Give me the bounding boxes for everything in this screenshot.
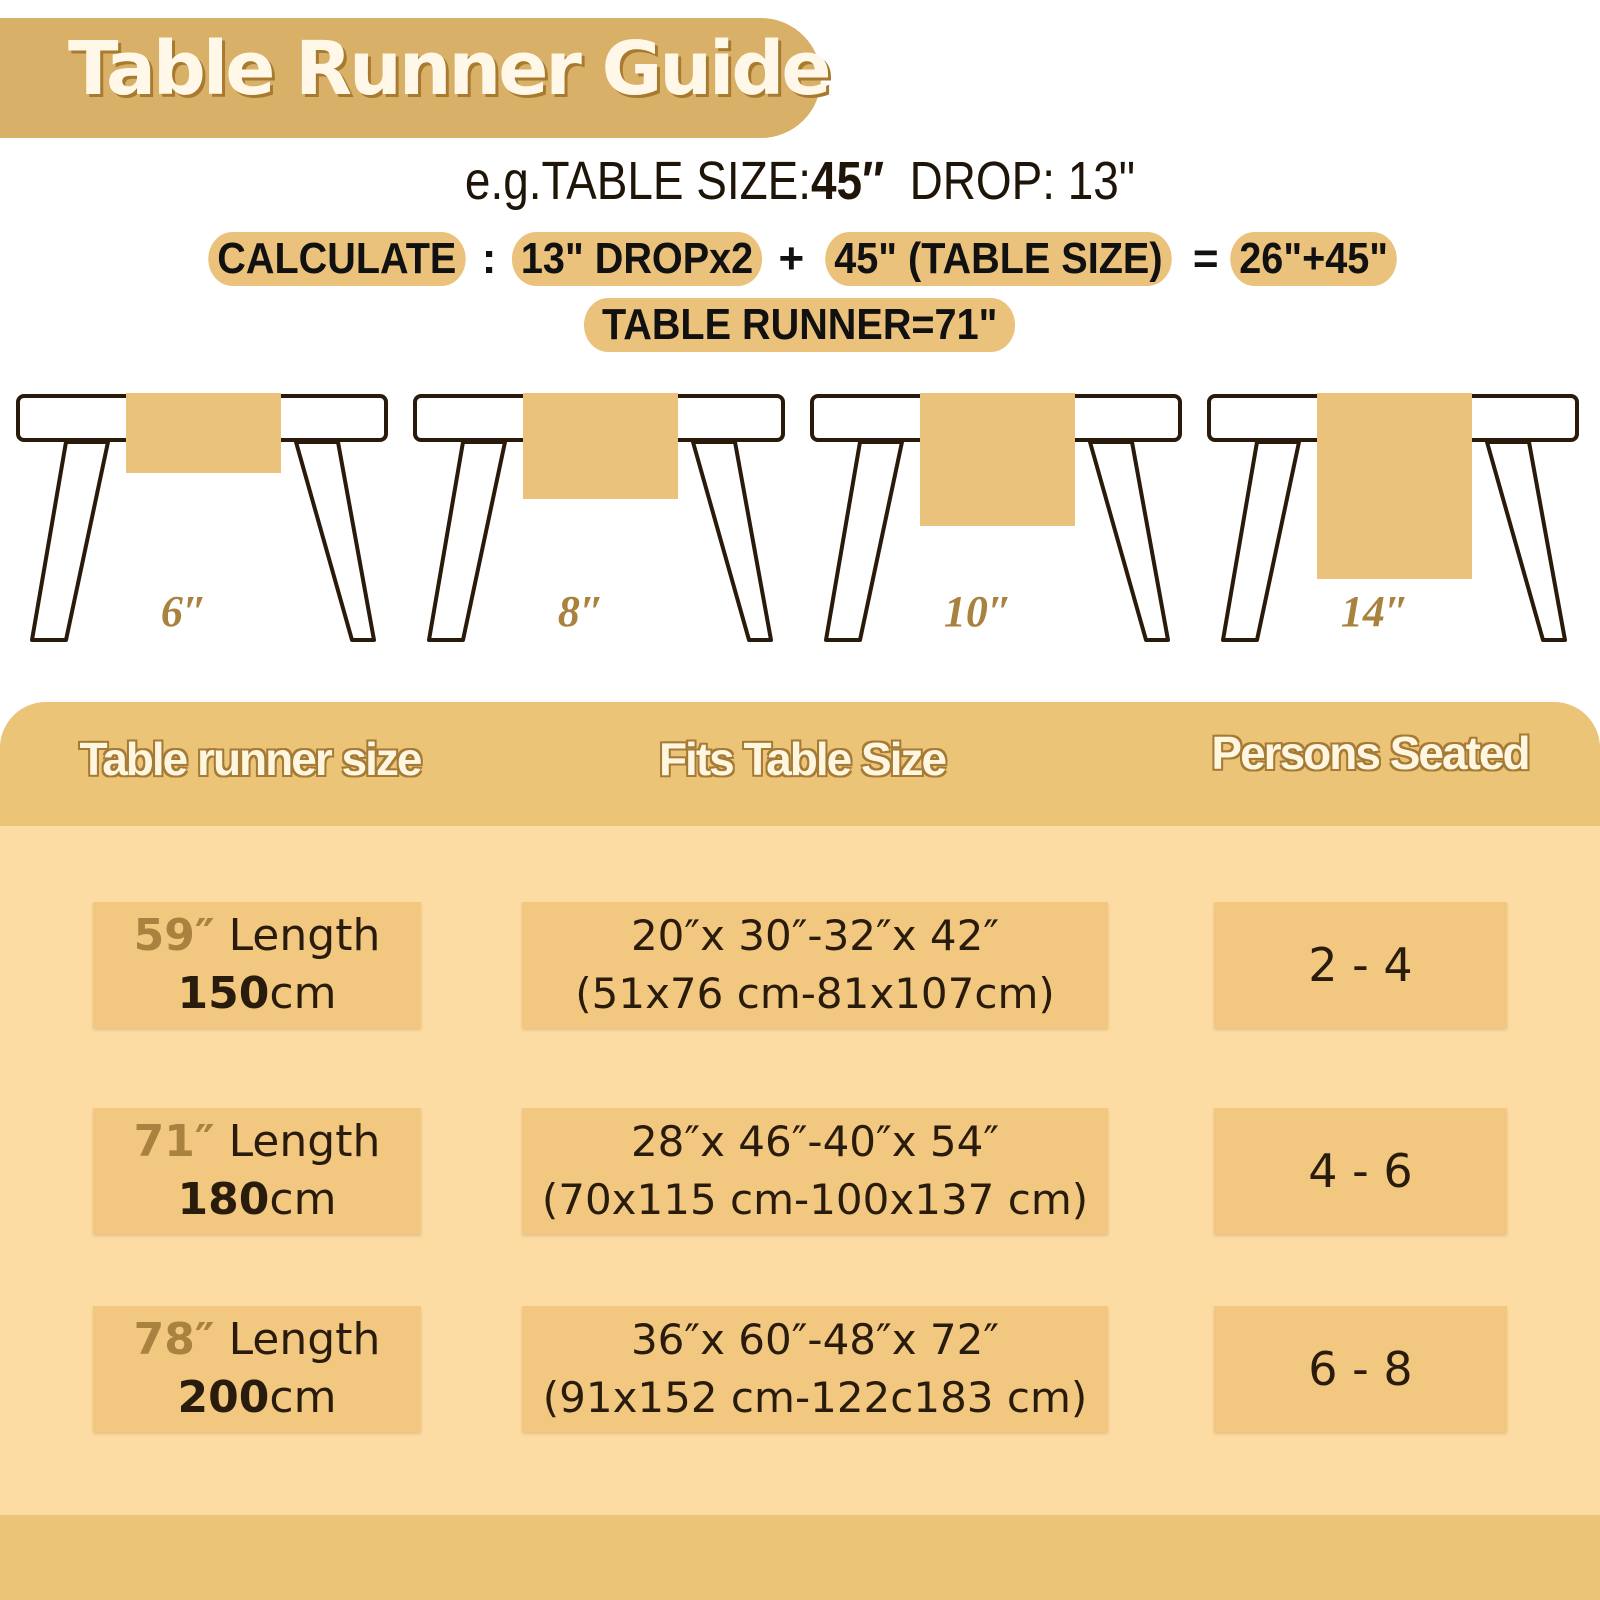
result-pill: TABLE RUNNER=71" — [584, 298, 1016, 352]
size-table: Table runner size Fits Table Size Person… — [0, 702, 1600, 1600]
fits-inches: 28″x 46″-40″x 54″ — [630, 1117, 1000, 1166]
persons-seated: 6 - 8 — [1308, 1342, 1413, 1396]
persons-seated: 2 - 4 — [1308, 938, 1413, 992]
cm-unit: cm — [269, 1174, 337, 1225]
header-persons: Persons Seated — [1211, 727, 1530, 779]
length-label: Length — [228, 910, 381, 961]
table-illustration: 10″ — [810, 393, 1182, 642]
fits-table-cell: 20″x 30″-32″x 42″ (51x76 cm-81x107cm) — [522, 902, 1108, 1028]
table-leg-right — [1485, 440, 1567, 642]
example-drop: DROP: 13" — [909, 151, 1136, 211]
calc-sep: : — [481, 234, 497, 283]
fits-inches: 36″x 60″-48″x 72″ — [630, 1315, 1000, 1364]
runner-drop — [920, 393, 1075, 526]
runner-drop — [523, 393, 678, 499]
runner-size-cell: 71″ Length 180cm — [93, 1108, 421, 1234]
table-leg-left — [427, 440, 507, 642]
page-title: Table Runner Guide — [68, 26, 832, 112]
runner-drop — [1317, 393, 1472, 579]
runner-cm: 200 — [177, 1372, 270, 1423]
header-fits-table: Fits Table Size — [658, 733, 947, 785]
result-row: TABLE RUNNER=71" — [0, 298, 1600, 352]
persons-cell: 4 - 6 — [1214, 1108, 1507, 1234]
calc-table-term: 45" (TABLE SIZE) — [825, 232, 1172, 286]
table-illustration: 14″ — [1207, 393, 1579, 642]
calculate-row: CALCULATE:13" DROPx2 +45" (TABLE SIZE) = 26… — [0, 232, 1600, 286]
runner-size-cell: 59″ Length 150cm — [93, 902, 421, 1028]
cm-unit: cm — [269, 1372, 337, 1423]
header-runner-size: Table runner size — [79, 733, 423, 785]
drop-label: 8″ — [558, 587, 604, 636]
persons-seated: 4 - 6 — [1308, 1144, 1413, 1198]
table-leg-left — [824, 440, 904, 642]
table-leg-left — [30, 440, 110, 642]
title-banner — [0, 18, 821, 138]
drop-label: 6″ — [161, 587, 207, 636]
calc-equals: = — [1192, 234, 1219, 283]
table-leg-right — [294, 440, 376, 642]
table-footer — [0, 1515, 1600, 1600]
example-prefix: e.g.TABLE SIZE: — [464, 151, 812, 211]
runner-inches: 71″ — [133, 1116, 215, 1167]
persons-cell: 6 - 8 — [1214, 1306, 1507, 1432]
fits-inches: 20″x 30″-32″x 42″ — [630, 911, 1000, 960]
runner-drop — [126, 393, 281, 473]
runner-cm: 150 — [177, 968, 270, 1019]
runner-inches: 78″ — [133, 1314, 215, 1365]
table-leg-right — [1088, 440, 1170, 642]
length-label: Length — [228, 1116, 381, 1167]
table-header — [0, 702, 1600, 826]
cm-unit: cm — [269, 968, 337, 1019]
table-illustration: 6″ — [16, 393, 388, 642]
table-leg-right — [691, 440, 773, 642]
calculate-label: CALCULATE — [208, 232, 466, 286]
table-illustration: 8″ — [413, 393, 785, 642]
fits-table-cell: 28″x 46″-40″x 54″ (70x115 cm-100x137 cm) — [522, 1108, 1108, 1234]
length-label: Length — [228, 1314, 381, 1365]
fits-cm: (51x76 cm-81x107cm) — [575, 969, 1055, 1018]
table-leg-left — [1221, 440, 1301, 642]
drop-label: 10″ — [944, 587, 1012, 636]
calc-plus: + — [778, 234, 805, 283]
fits-table-cell: 36″x 60″-48″x 72″ (91x152 cm-122c183 cm) — [522, 1306, 1108, 1432]
runner-size-cell: 78″ Length 200cm — [93, 1306, 421, 1432]
runner-cm: 180 — [177, 1174, 270, 1225]
calc-sum: 26"+45" — [1229, 232, 1397, 286]
persons-cell: 2 - 4 — [1214, 902, 1507, 1028]
calc-drop-term: 13" DROPx2 — [512, 232, 763, 286]
runner-inches: 59″ — [133, 910, 215, 961]
fits-cm: (70x115 cm-100x137 cm) — [541, 1175, 1089, 1224]
fits-cm: (91x152 cm-122c183 cm) — [542, 1373, 1088, 1422]
drop-label: 14″ — [1341, 587, 1409, 636]
example-table-size: 45″ — [811, 151, 885, 211]
example-line: e.g.TABLE SIZE:45″ DROP: 13" — [120, 150, 1480, 212]
